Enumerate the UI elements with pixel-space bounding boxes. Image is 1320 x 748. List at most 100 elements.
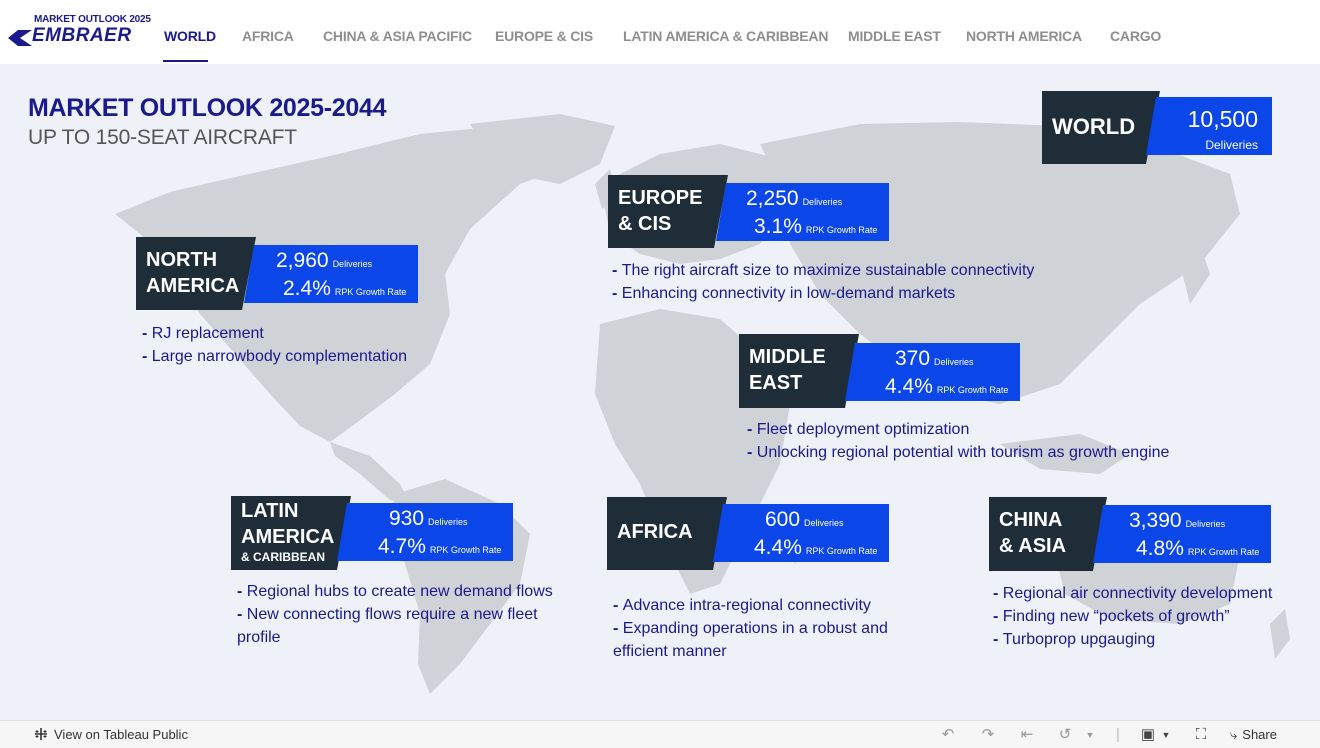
- latin-america-bullets: - Regional hubs to create new demand flo…: [237, 580, 567, 649]
- dashboard-canvas: MARKET OUTLOOK 2025-2044 UP TO 150-SEAT …: [0, 64, 1320, 720]
- tab-middle-east[interactable]: MIDDLE EAST: [848, 28, 941, 44]
- region-name-panel: EUROPE & CIS: [608, 175, 728, 248]
- world-card[interactable]: WORLD 10,500 Deliveries: [1042, 91, 1272, 164]
- region-card-north-america[interactable]: NORTH AMERICA 2,960 Deliveries 2.4% RPK Gr…: [136, 237, 418, 310]
- logo-wordmark: EMBRAER: [32, 25, 132, 46]
- share-label: Share: [1242, 727, 1277, 742]
- deliveries-value: 2,960: [276, 249, 329, 272]
- region-card-europe[interactable]: EUROPE & CIS 2,250 Deliveries 3.1% RPK Gro…: [608, 175, 889, 248]
- bullet-item: - Advance intra-regional connectivity: [613, 597, 871, 614]
- region-name-line1: CHINA: [999, 509, 1063, 531]
- growth-value: 3.1%: [754, 215, 802, 238]
- page-title: MARKET OUTLOOK 2025-2044: [28, 94, 387, 122]
- bullet-item: - Expanding operations in a robust and e…: [613, 620, 888, 660]
- region-card-middle-east[interactable]: MIDDLE EAST 370 Deliveries 4.4% RPK Growth…: [739, 334, 1020, 408]
- embraer-arrow-icon: [8, 30, 32, 46]
- region-name-line1: EUROPE: [618, 187, 703, 209]
- region-name-line1: NORTH: [146, 249, 218, 271]
- region-name-line2: & ASIA: [999, 535, 1067, 557]
- world-name: WORLD: [1052, 114, 1136, 139]
- comment-icon[interactable]: ▣: [1140, 726, 1156, 743]
- region-name-line1: MIDDLE: [749, 346, 826, 368]
- region-name-panel: AFRICA: [607, 497, 727, 570]
- growth-value: 4.7%: [378, 535, 426, 558]
- world-deliveries-label: Deliveries: [1205, 138, 1258, 152]
- region-stats-panel: 3,390 Deliveries 4.8% RPK Growth Rate: [1093, 505, 1271, 563]
- region-name-line1: LATIN: [241, 500, 299, 522]
- tab-china-asia-pacific[interactable]: CHINA & ASIA PACIFIC: [323, 28, 472, 44]
- fullscreen-icon[interactable]: ⛶: [1195, 726, 1207, 743]
- embraer-logo[interactable]: MARKET OUTLOOK 2025 EMBRAER: [8, 14, 151, 54]
- region-stats-panel: 600 Deliveries 4.4% RPK Growth Rate: [713, 504, 889, 562]
- logo-caption: MARKET OUTLOOK 2025: [34, 14, 151, 25]
- region-stats-panel: 370 Deliveries 4.4% RPK Growth Rate: [845, 343, 1020, 401]
- deliveries-label: Deliveries: [802, 197, 843, 207]
- bullet-item: - Turboprop upgauging: [993, 631, 1156, 648]
- bullet-item: - Enhancing connectivity in low-demand m…: [612, 285, 956, 302]
- china-asia-bullets: - Regional air connectivity development …: [993, 582, 1313, 651]
- region-name-line2: AMERICA: [241, 526, 335, 548]
- bullet-item: - Unlocking regional potential with tour…: [747, 444, 1170, 461]
- deliveries-value: 600: [765, 508, 801, 531]
- growth-value: 2.4%: [283, 277, 331, 300]
- deliveries-label: Deliveries: [804, 518, 844, 528]
- growth-label: RPK Growth Rate: [805, 546, 878, 556]
- refresh-dropdown-icon[interactable]: ▼: [1085, 730, 1095, 740]
- deliveries-value: 370: [895, 347, 931, 370]
- region-card-africa[interactable]: AFRICA 600 Deliveries 4.4% RPK Growth Rate: [607, 497, 889, 570]
- world-deliveries-value: 10,500: [1187, 106, 1258, 132]
- tab-latin-america-caribbean[interactable]: LATIN AMERICA & CARIBBEAN: [623, 28, 829, 44]
- active-tab-indicator: [163, 60, 208, 62]
- refresh-icon[interactable]: ↺: [1058, 726, 1072, 743]
- growth-value: 4.4%: [754, 536, 802, 559]
- region-card-latin-america[interactable]: LATIN AMERICA & CARIBBEAN 930 Deliveries …: [231, 496, 513, 570]
- bullet-item: - RJ replacement: [142, 325, 264, 342]
- deliveries-value: 2,250: [746, 187, 799, 210]
- growth-label: RPK Growth Rate: [936, 385, 1009, 395]
- bullet-item: - Large narrowbody complementation: [142, 348, 408, 365]
- region-name-line2: AMERICA: [146, 275, 240, 297]
- undo-icon[interactable]: ↶: [941, 726, 955, 743]
- tab-world[interactable]: WORLD: [164, 28, 216, 44]
- region-name-line3: & CARIBBEAN: [241, 550, 325, 564]
- region-name-panel: CHINA & ASIA: [989, 497, 1107, 571]
- bullet-item: - Regional hubs to create new demand flo…: [237, 583, 553, 600]
- region-name-panel: MIDDLE EAST: [739, 334, 859, 408]
- view-on-tableau-label: View on Tableau Public: [54, 727, 188, 742]
- region-name-panel: NORTH AMERICA: [136, 237, 256, 310]
- share-button[interactable]: ⤷ Share: [1230, 727, 1277, 743]
- growth-label: RPK Growth Rate: [805, 225, 878, 235]
- tab-europe-cis[interactable]: EUROPE & CIS: [495, 28, 593, 44]
- growth-value: 4.4%: [885, 375, 933, 398]
- north-america-bullets: - RJ replacement - Large narrowbody comp…: [142, 322, 462, 368]
- view-on-tableau-link[interactable]: View on Tableau Public: [34, 727, 188, 742]
- comment-dropdown-icon[interactable]: ▼: [1161, 730, 1171, 740]
- bullet-item: - Fleet deployment optimization: [747, 421, 970, 438]
- revert-icon[interactable]: ⇤: [1020, 726, 1034, 743]
- world-stats-panel: 10,500 Deliveries: [1146, 97, 1272, 155]
- tab-africa[interactable]: AFRICA: [242, 28, 294, 44]
- top-navigation: MARKET OUTLOOK 2025 EMBRAER WORLD AFRICA…: [0, 0, 1320, 64]
- region-stats-panel: 2,250 Deliveries 3.1% RPK Growth Rate: [716, 183, 889, 241]
- region-name-panel: LATIN AMERICA & CARIBBEAN: [231, 496, 351, 570]
- deliveries-label: Deliveries: [428, 517, 468, 527]
- growth-label: RPK Growth Rate: [334, 287, 407, 297]
- deliveries-value: 3,390: [1129, 509, 1182, 532]
- redo-icon[interactable]: ↷: [981, 726, 995, 743]
- deliveries-label: Deliveries: [332, 259, 373, 269]
- region-stats-panel: 930 Deliveries 4.7% RPK Growth Rate: [337, 503, 513, 561]
- bullet-item: - The right aircraft size to maximize su…: [612, 262, 1035, 279]
- region-card-china-asia[interactable]: CHINA & ASIA 3,390 Deliveries 4.8% RPK Gro…: [989, 497, 1271, 571]
- page-subtitle: UP TO 150-SEAT AIRCRAFT: [28, 126, 297, 149]
- region-name-line2: & CIS: [618, 213, 672, 235]
- tab-cargo[interactable]: CARGO: [1110, 28, 1162, 44]
- region-stats-panel: 2,960 Deliveries 2.4% RPK Growth Rate: [244, 245, 418, 303]
- bullet-item: - Finding new “pockets of growth”: [993, 608, 1230, 625]
- toolbar-divider: |: [1116, 726, 1120, 743]
- region-name-line2: EAST: [749, 372, 803, 394]
- tableau-toolbar: View on Tableau Public ↶ ↷ ⇤ ↺ ▼ | ▣ ▼ ⛶…: [0, 720, 1320, 748]
- tab-north-america[interactable]: NORTH AMERICA: [966, 28, 1082, 44]
- middle-east-bullets: - Fleet deployment optimization - Unlock…: [747, 418, 1267, 464]
- growth-label: RPK Growth Rate: [429, 545, 502, 555]
- bullet-item: - Regional air connectivity development: [993, 585, 1273, 602]
